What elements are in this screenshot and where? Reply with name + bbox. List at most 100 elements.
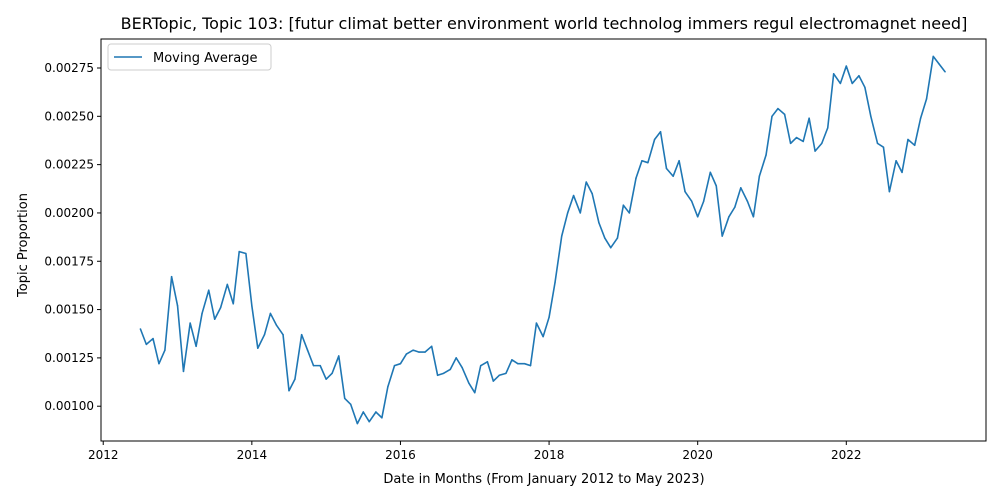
data-point — [622, 204, 625, 206]
data-point — [691, 200, 693, 203]
data-point — [814, 150, 816, 152]
plot-area-frame — [100, 38, 987, 442]
data-point — [226, 283, 229, 286]
data-point — [263, 334, 266, 336]
data-point — [344, 397, 346, 400]
data-point — [672, 175, 674, 177]
data-point — [455, 357, 457, 359]
data-point — [319, 364, 321, 367]
legend-box — [107, 43, 272, 71]
data-point — [610, 247, 612, 249]
x-tick-label: 2020 — [682, 448, 713, 462]
data-point — [535, 322, 538, 324]
data-point — [635, 177, 637, 179]
data-point — [468, 382, 470, 384]
data-point — [728, 216, 730, 218]
data-point — [442, 372, 445, 375]
y-tick-label: 0.00200 — [44, 206, 94, 220]
data-point — [777, 107, 779, 110]
x-tick-label: 2018 — [534, 448, 565, 462]
data-point — [895, 160, 897, 162]
data-point — [938, 63, 940, 65]
data-point — [821, 142, 823, 145]
data-point — [238, 250, 240, 253]
y-tick-label: 0.00100 — [44, 399, 94, 413]
data-point — [746, 200, 749, 203]
data-point — [269, 312, 272, 315]
data-point — [919, 117, 922, 119]
x-tick-label: 2014 — [237, 448, 268, 462]
data-point — [461, 366, 463, 369]
data-point — [864, 86, 866, 89]
data-point — [418, 351, 420, 353]
x-tick-label: 2012 — [88, 448, 119, 462]
data-point — [387, 386, 389, 388]
data-point — [827, 127, 829, 129]
data-point — [381, 417, 383, 419]
data-point — [356, 422, 359, 425]
data-point — [498, 374, 500, 376]
data-point — [808, 117, 810, 119]
legend: Moving Average — [107, 43, 272, 71]
data-point — [932, 55, 934, 58]
data-point — [208, 289, 210, 291]
data-point — [375, 411, 377, 413]
data-point — [944, 71, 946, 73]
data-point — [511, 359, 513, 361]
data-point — [783, 113, 786, 116]
data-point — [436, 374, 439, 376]
data-point — [554, 281, 556, 284]
data-point — [604, 237, 606, 239]
data-point — [659, 131, 662, 133]
data-point — [628, 212, 631, 214]
data-point — [368, 420, 370, 423]
data-point — [325, 378, 327, 380]
data-point — [702, 200, 705, 203]
data-point — [474, 391, 476, 394]
data-point — [349, 403, 352, 405]
data-point — [399, 362, 402, 365]
data-point — [696, 216, 699, 218]
data-point — [839, 82, 842, 85]
data-point — [647, 161, 649, 164]
data-point — [145, 343, 148, 346]
data-point — [219, 306, 222, 309]
data-point — [182, 370, 185, 373]
data-point — [251, 305, 253, 307]
legend-label: Moving Average — [153, 51, 257, 66]
data-point — [288, 390, 290, 392]
data-point — [424, 351, 426, 353]
data-point — [795, 136, 798, 139]
x-tick-label: 2016 — [385, 448, 416, 462]
data-point — [158, 362, 160, 365]
data-point — [505, 372, 507, 375]
data-point — [486, 361, 489, 363]
data-point — [164, 349, 166, 351]
data-point — [709, 171, 712, 174]
data-point — [561, 235, 563, 237]
data-point — [845, 65, 847, 67]
y-tick-label: 0.00275 — [44, 61, 94, 75]
data-point — [257, 347, 259, 349]
data-point — [802, 140, 804, 143]
data-point — [542, 335, 544, 338]
data-point — [300, 334, 303, 336]
data-point — [771, 115, 773, 118]
data-point — [888, 190, 891, 193]
axis-ticks: 2012 2014 2016 2018 2020 2022 0.00100 0.00125 0.… — [44, 61, 861, 462]
data-point — [362, 411, 364, 413]
y-axis-label: Topic Proportion — [16, 193, 31, 298]
y-tick-label: 0.00175 — [44, 254, 94, 268]
data-point — [170, 276, 173, 278]
data-point — [245, 252, 247, 255]
data-point — [176, 305, 179, 307]
data-point — [665, 167, 668, 170]
data-point — [734, 206, 736, 208]
data-point — [901, 171, 903, 174]
data-point — [480, 364, 482, 367]
data-point — [412, 349, 414, 351]
data-point — [579, 212, 581, 214]
data-point — [678, 160, 680, 162]
x-axis-label: Date in Months (From January 2012 to May… — [383, 472, 704, 487]
